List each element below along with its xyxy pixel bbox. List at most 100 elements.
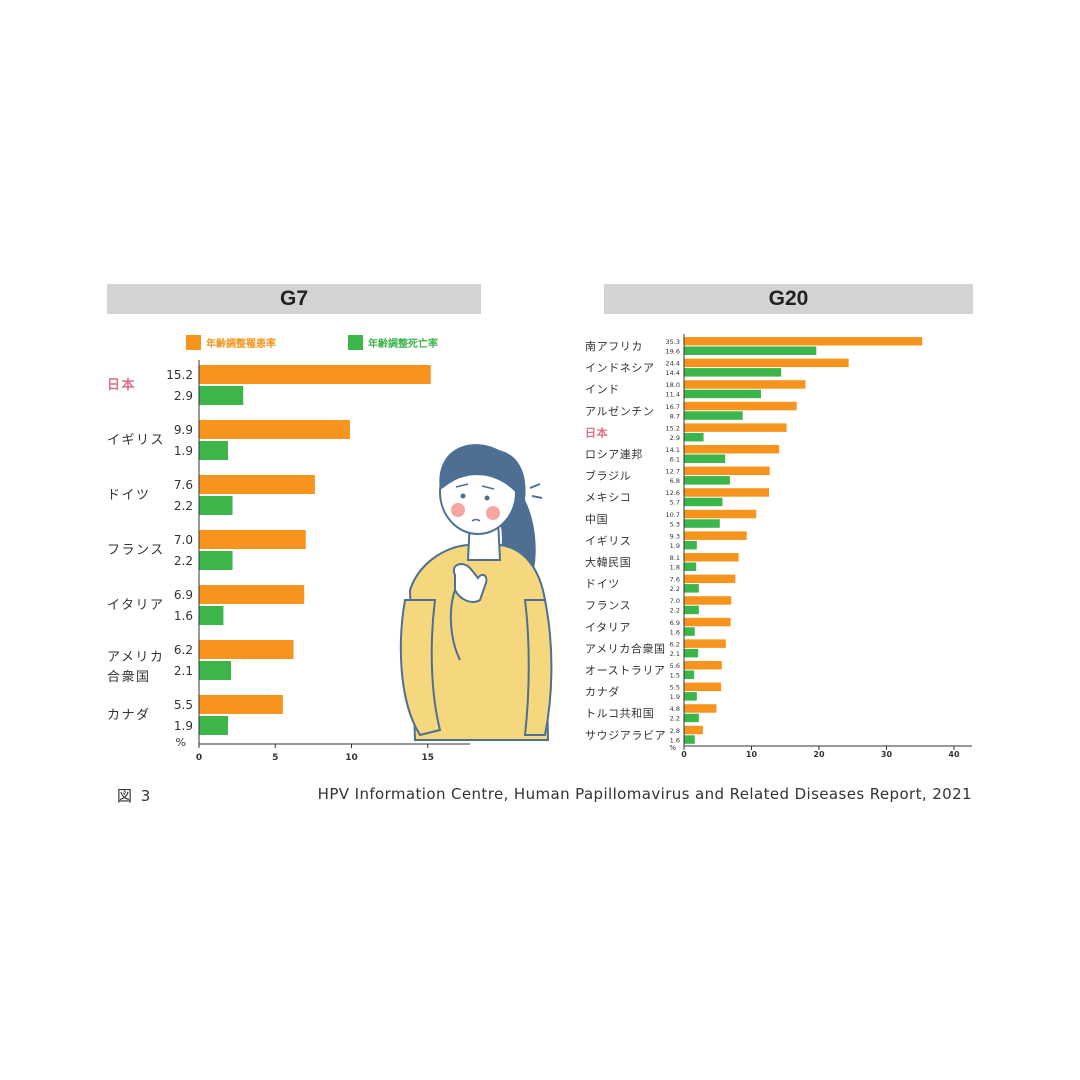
category-label: 中国 [585,513,608,526]
bar-mortality [684,540,697,550]
bar-incidence [684,488,770,497]
value-label: 4.8 [670,705,680,713]
category-label: アメリカ合衆国 [585,641,666,655]
bar-mortality [684,519,720,528]
value-label: 1.9 [174,719,193,733]
value-label: 2.2 [174,499,193,513]
value-label: 2.2 [174,554,193,568]
x-tick-label: 20 [813,750,825,759]
bar-mortality [684,692,697,701]
category-label: イタリア [107,598,164,613]
legend-swatch [348,335,363,350]
bar-mortality [199,716,228,735]
value-label: 5.5 [174,698,193,712]
category-label: ロシア連邦 [585,447,643,461]
value-label: 1.6 [670,736,680,744]
value-label: 1.6 [174,609,193,623]
bar-incidence [684,337,923,346]
value-label: 1.9 [670,693,680,701]
category-label: カナダ [585,685,620,699]
value-label: 1.9 [670,542,680,550]
value-label: 6.8 [670,477,680,485]
value-label: 15.2 [666,424,680,432]
bar-mortality [199,496,233,515]
value-label: 1.8 [670,564,680,572]
bar-incidence [199,640,294,659]
bar-incidence [684,725,703,735]
x-tick-label: 10 [345,753,358,763]
value-label: 7.6 [670,576,680,584]
bar-mortality [684,627,695,636]
value-label: 5.5 [670,684,680,692]
category-label: イギリス [107,433,165,448]
value-label: 6.2 [670,640,680,648]
value-label: 2.9 [174,389,193,403]
figure-label: 図 3 [117,787,153,805]
bar-mortality [684,454,726,463]
source-citation: HPV Information Centre, Human Papillomav… [317,785,972,803]
value-label: 18.0 [666,381,680,389]
unit-label: % [669,744,676,752]
bar-mortality [684,389,761,399]
value-label: 5.7 [670,499,680,507]
bar-incidence [684,682,722,692]
legend-label: 年齢調整罹患率 [206,337,276,350]
g20-panel-title: G20 [604,284,973,314]
value-label: 14.1 [666,446,680,454]
x-tick-label: 0 [681,750,687,759]
unit-label: % [176,736,186,749]
value-label: 15.2 [166,368,193,382]
value-label: 19.6 [666,348,680,356]
value-label: 14.4 [666,369,680,377]
value-label: 2.9 [670,434,680,442]
category-label: 大韓民国 [585,555,631,569]
category-label: 南アフリカ [585,340,643,353]
category-label: イギリス [585,534,631,547]
value-label: 16.7 [666,403,680,411]
category-label: フランス [585,599,631,612]
category-label: ドイツ [585,578,620,591]
bar-mortality [199,386,244,405]
bar-incidence [199,420,350,439]
bar-incidence [684,639,726,648]
value-label: 12.7 [666,468,680,476]
bar-mortality [199,441,228,460]
bar-mortality [684,476,730,485]
value-label: 7.0 [174,533,193,547]
x-tick-label: 15 [421,753,434,763]
bar-mortality [199,661,232,680]
value-label: 10.7 [666,511,680,519]
x-tick-label: 5 [272,753,278,763]
x-tick-label: 0 [196,753,202,763]
bar-incidence [684,423,787,432]
x-tick-label: 10 [746,750,758,759]
bar-incidence [199,530,306,549]
legend-swatch [186,335,201,350]
bar-mortality [684,411,743,420]
value-label: 7.6 [174,478,193,492]
x-tick-label: 40 [948,750,960,759]
bar-incidence [684,574,736,584]
value-label: 9.3 [670,532,680,540]
value-label: 12.6 [666,489,680,497]
value-label: 7.0 [670,597,680,605]
value-label: 2.2 [670,607,680,615]
category-label: アメリカ [107,650,164,665]
category-label: ブラジル [585,469,631,483]
bar-incidence [199,365,431,384]
category-label: 日本 [585,425,608,439]
category-label: イタリア [585,621,631,634]
value-label: 24.4 [666,360,680,368]
value-label: 8.1 [670,554,680,562]
bar-incidence [684,401,797,411]
category-label: オーストラリア [585,664,666,677]
value-label: 8.7 [670,412,680,420]
g7-panel-title: G7 [107,284,481,314]
bar-incidence [684,466,770,476]
legend-label: 年齢調整死亡率 [368,337,438,350]
value-label: 6.2 [174,643,193,657]
bar-mortality [684,584,699,593]
value-label: 1.5 [670,672,680,680]
